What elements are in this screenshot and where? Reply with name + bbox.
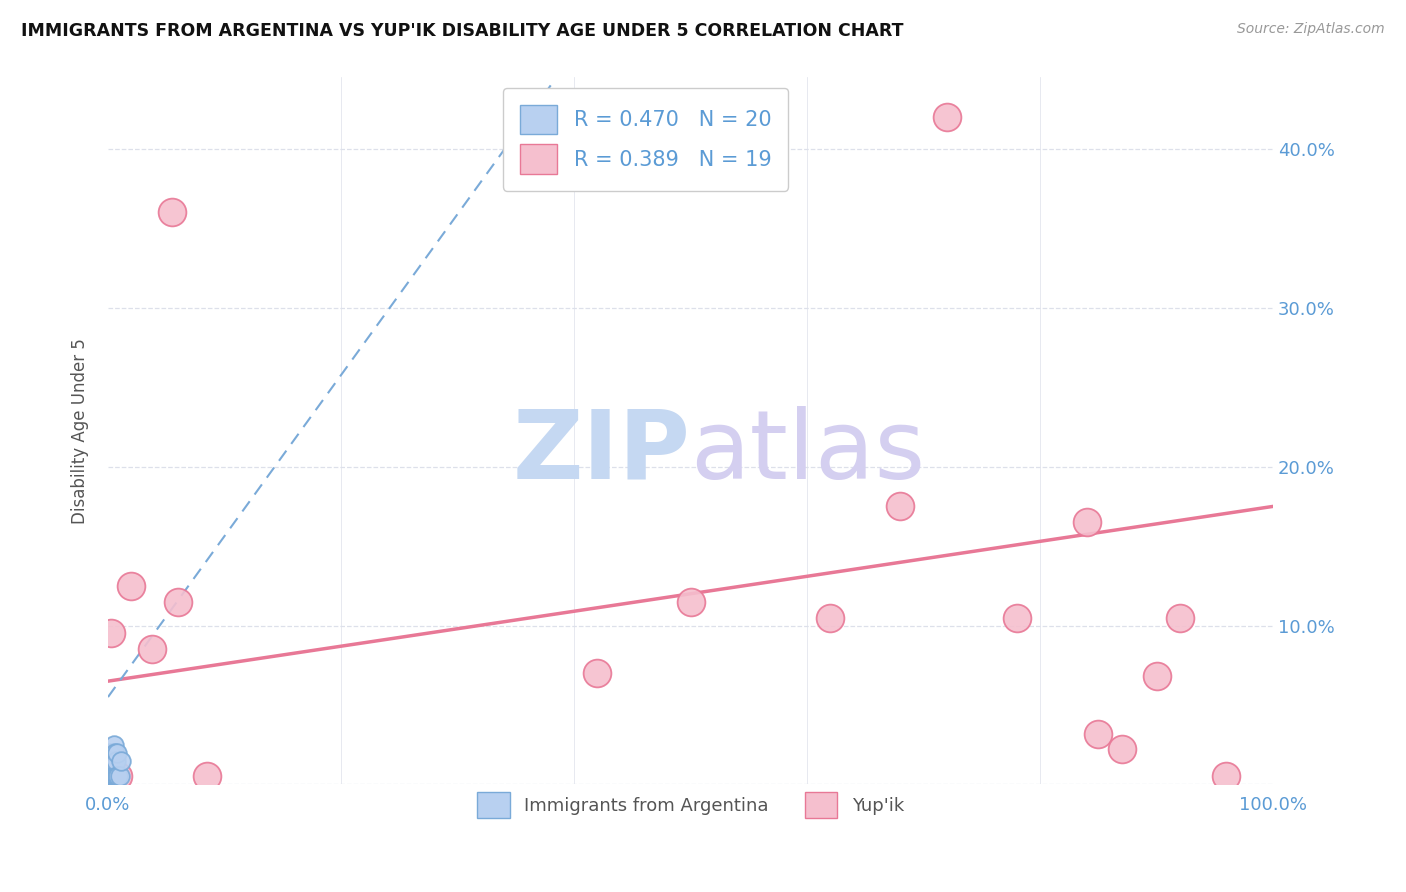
- Point: [105, 769, 128, 783]
- Point: [195, 769, 218, 783]
- Point: [120, 579, 142, 593]
- Point: [105, 746, 128, 760]
- Point: [108, 769, 131, 783]
- Point: [1087, 726, 1109, 740]
- Point: [1215, 769, 1237, 783]
- Point: [1146, 669, 1168, 683]
- Point: [1168, 610, 1191, 624]
- Point: [110, 754, 132, 768]
- Point: [167, 595, 190, 609]
- Point: [160, 205, 183, 219]
- Point: [105, 754, 128, 768]
- Point: [104, 769, 127, 783]
- Point: [100, 626, 122, 640]
- Point: [107, 769, 129, 783]
- Point: [1111, 742, 1133, 756]
- Text: atlas: atlas: [690, 406, 925, 499]
- Point: [935, 110, 957, 124]
- Legend: Immigrants from Argentina, Yup'ik: Immigrants from Argentina, Yup'ik: [470, 785, 911, 825]
- Point: [100, 769, 122, 783]
- Point: [1005, 610, 1028, 624]
- Text: Source: ZipAtlas.com: Source: ZipAtlas.com: [1237, 22, 1385, 37]
- Point: [104, 746, 127, 760]
- Point: [98, 746, 121, 760]
- Point: [105, 769, 128, 783]
- Point: [679, 595, 702, 609]
- Point: [586, 666, 609, 681]
- Point: [98, 769, 121, 783]
- Point: [103, 754, 125, 768]
- Point: [103, 738, 125, 752]
- Point: [141, 642, 163, 657]
- Point: [101, 769, 124, 783]
- Point: [100, 754, 122, 768]
- Point: [98, 769, 121, 783]
- Point: [889, 500, 911, 514]
- Text: ZIP: ZIP: [513, 406, 690, 499]
- Point: [820, 610, 842, 624]
- Point: [101, 746, 124, 760]
- Point: [98, 754, 121, 768]
- Point: [1076, 516, 1098, 530]
- Point: [107, 769, 129, 783]
- Text: IMMIGRANTS FROM ARGENTINA VS YUP'IK DISABILITY AGE UNDER 5 CORRELATION CHART: IMMIGRANTS FROM ARGENTINA VS YUP'IK DISA…: [21, 22, 904, 40]
- Y-axis label: Disability Age Under 5: Disability Age Under 5: [72, 338, 89, 524]
- Point: [103, 769, 125, 783]
